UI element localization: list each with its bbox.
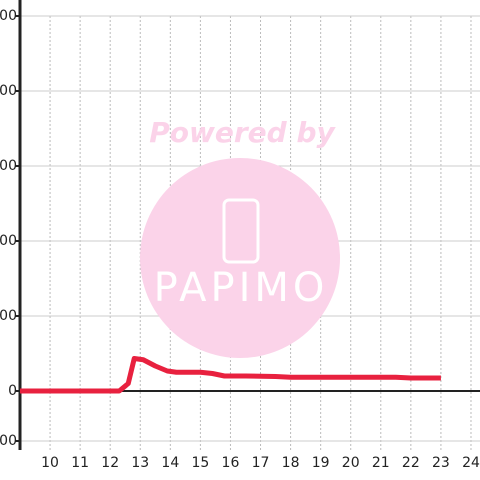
- y-tick-label: 0: [8, 383, 17, 399]
- watermark-logo: PAPIMO: [154, 265, 329, 311]
- x-tick-label: 16: [222, 455, 240, 471]
- y-tick-label: 150,000: [0, 8, 17, 24]
- y-tick-label: 90,000: [0, 158, 17, 174]
- x-tick-label: 19: [312, 455, 330, 471]
- x-tick-label: 24: [462, 455, 480, 471]
- x-tick-label: 13: [131, 455, 149, 471]
- watermark-text: Powered by: [149, 116, 336, 149]
- y-tick-label: -20,000: [0, 433, 17, 449]
- y-tick-label: 30,000: [0, 308, 17, 324]
- x-tick-label: 15: [191, 455, 209, 471]
- y-tick-label: 120,000: [0, 83, 17, 99]
- x-tick-label: 17: [252, 455, 270, 471]
- line: [20, 356, 441, 394]
- watermark-circle: [140, 158, 340, 358]
- x-tick-label: 20: [342, 455, 360, 471]
- x-tick-label: 18: [282, 455, 300, 471]
- x-tick-label: 21: [372, 455, 390, 471]
- x-tick-label: 14: [161, 455, 179, 471]
- x-tick-label: 23: [432, 455, 450, 471]
- x-tick-label: 11: [71, 455, 89, 471]
- x-tick-label: 12: [101, 455, 119, 471]
- x-tick-label: 22: [402, 455, 420, 471]
- watermark-icon: [222, 198, 260, 264]
- y-tick-label: 60,000: [0, 233, 17, 249]
- x-tick-label: 10: [41, 455, 59, 471]
